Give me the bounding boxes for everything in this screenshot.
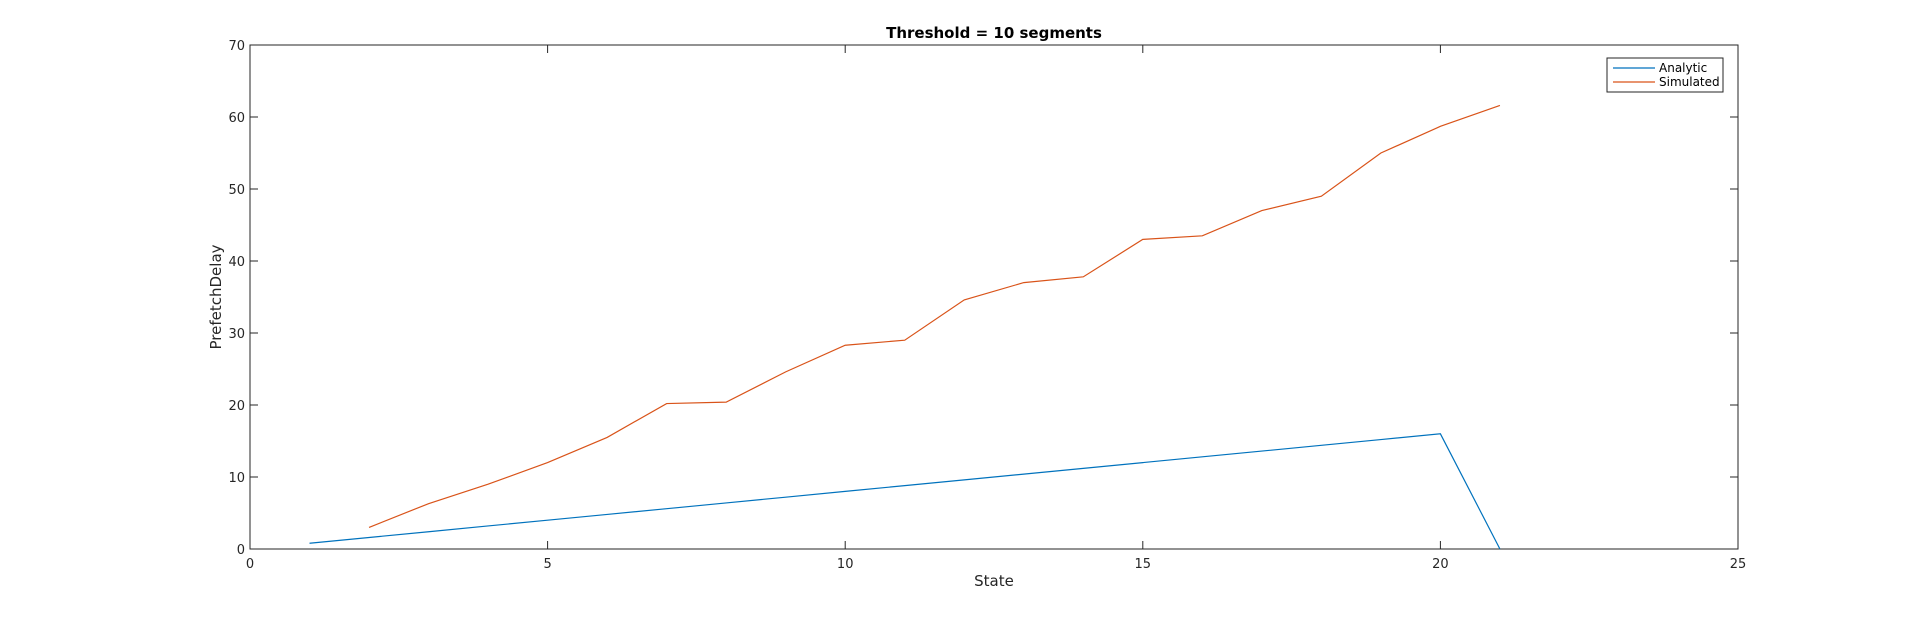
- y-tick-label: 10: [228, 471, 245, 486]
- x-tick-label: 10: [837, 557, 854, 572]
- y-tick-label: 40: [228, 255, 245, 270]
- series-line-analytic: [309, 433, 1501, 550]
- x-tick-label: 15: [1135, 557, 1152, 572]
- chart-title: Threshold = 10 segments: [886, 24, 1102, 42]
- x-tick-label: 5: [543, 557, 551, 572]
- plot-area: 0 5 10 15 20 25 0 10 20 30 40 50 60 70: [228, 39, 1746, 572]
- y-axis-label: PrefetchDelay: [207, 244, 225, 349]
- y-tick-label: 30: [228, 327, 245, 342]
- axes-box: [249, 44, 1739, 550]
- y-tick-label: 50: [228, 183, 245, 198]
- x-tick-label: 25: [1730, 557, 1747, 572]
- legend-box: [1606, 57, 1724, 93]
- x-axis-label: State: [974, 572, 1014, 590]
- series-line-simulated: [368, 104, 1501, 528]
- y-tick-label: 60: [228, 111, 245, 126]
- legend-label-simulated: Simulated: [1659, 75, 1720, 89]
- x-tick-label: 20: [1432, 557, 1449, 572]
- y-tick-label: 70: [228, 39, 245, 54]
- y-tick-label: 20: [228, 399, 245, 414]
- x-tick-label: 0: [246, 557, 254, 572]
- y-tick-label: 0: [237, 543, 245, 558]
- legend-label-analytic: Analytic: [1659, 61, 1707, 75]
